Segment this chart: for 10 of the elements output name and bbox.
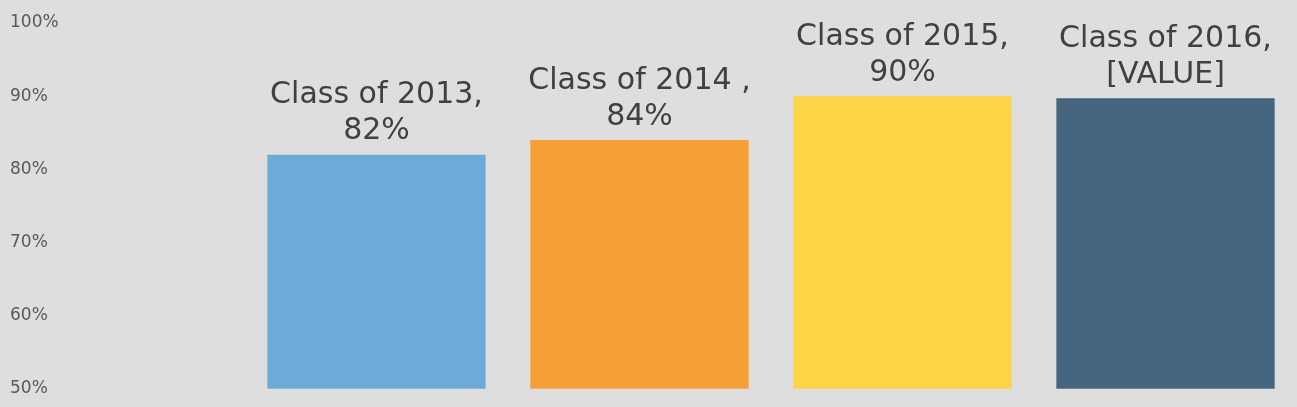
- data-label: Class of 2013, 82%: [270, 75, 483, 147]
- y-tick-label: 90%: [10, 84, 48, 105]
- y-tick-label: 50%: [10, 377, 48, 398]
- y-tick-label: 100%: [10, 11, 59, 32]
- data-label: Class of 2015, 90%: [796, 16, 1009, 88]
- y-tick-label: 60%: [10, 304, 48, 325]
- data-label: Class of 2014 , 84%: [528, 60, 751, 132]
- y-tick-label: 80%: [10, 157, 48, 178]
- data-label: Class of 2016, [VALUE]: [1059, 19, 1272, 91]
- y-tick-label: 70%: [10, 230, 48, 251]
